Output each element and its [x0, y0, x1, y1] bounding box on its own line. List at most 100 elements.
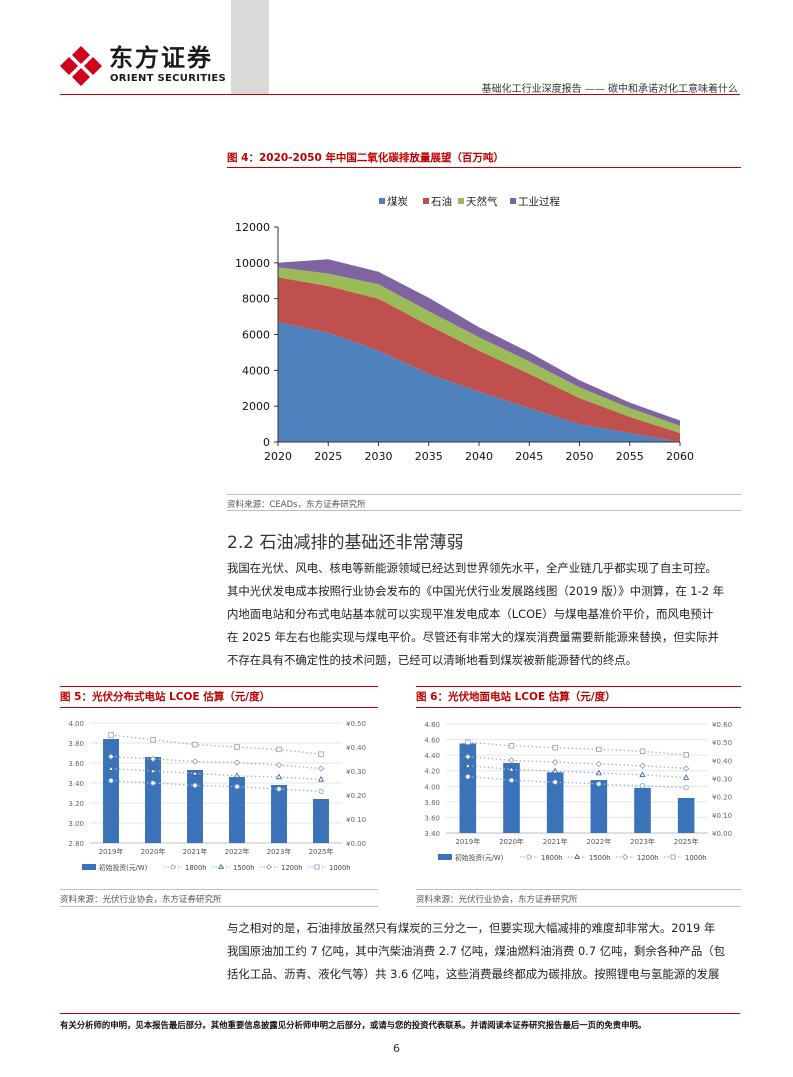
- fig5-top-rule: [60, 686, 378, 687]
- fig5-y-right-label: ¥0.30: [346, 768, 366, 776]
- fig4-legend-label: 石油: [431, 195, 452, 208]
- paragraph-1-line: 其中光伏发电成本按照行业协会发布的《中国光伏行业发展路线图（2019 版）》中测…: [227, 584, 724, 598]
- paragraph-1-line: 不存在具有不确定性的技术问题，已经可以清晰地看到煤炭被新能源替代的终点。: [227, 653, 638, 667]
- fig6-point: [465, 739, 471, 745]
- fig5-title: 图 5：光伏分布式电站 LCOE 估算（元/度）: [60, 691, 271, 703]
- fig6-line-1500h: [467, 765, 687, 779]
- fig5-y-left-label: 3.00: [68, 820, 84, 828]
- fig4-title-rule: [227, 167, 741, 168]
- fig5-point: [317, 775, 325, 782]
- fig6-point: [639, 762, 646, 769]
- fig6-line-1000h: [467, 741, 687, 756]
- fig5-x-label: 2019年: [99, 847, 124, 856]
- fig6-line-1200h: [467, 756, 687, 770]
- fig5-point: [150, 780, 156, 786]
- fig4-area-2: [278, 267, 680, 433]
- fig6-point: [595, 760, 602, 768]
- fig5-legend-label: 1000h: [329, 864, 351, 872]
- fig5-bar: [229, 777, 245, 843]
- fig6-bar: [546, 772, 564, 833]
- fig6-point: [596, 781, 602, 787]
- fig5-lcoe-chart: 2.80 3.00 3.20 3.40 3.60 3.80 4.00 ¥0.00 ¥0.10 ¥0…: [68, 720, 366, 872]
- paragraph-1: 我国在光伏、风电、核电等新能源领域已经达到世界领先水平，全产业链几乎都实现了自主…: [227, 557, 741, 672]
- fig4-area-0: [278, 322, 680, 442]
- fig5-line-1500h: [110, 767, 322, 781]
- fig4-x-tick-label: 2020: [264, 450, 292, 463]
- fig4-x-tick-label: 2060: [666, 450, 694, 463]
- fig4-x-tick-label: 2030: [365, 450, 393, 463]
- fig5-point: [275, 761, 283, 769]
- fig5-point: [191, 758, 199, 765]
- fig4-x-tick-label: 2035: [415, 450, 443, 463]
- fig5-legend-label: 初始投资(元/W): [99, 863, 148, 872]
- fig6-legend-label: 1500h: [589, 854, 611, 862]
- fig5-line-1000h: [110, 734, 322, 755]
- fig6-point: [552, 744, 558, 751]
- fig5-point: [191, 769, 199, 776]
- section-heading: 2.2 石油减排的基础还非常薄弱: [227, 533, 464, 553]
- paragraph-1-line: 在 2025 年左右也能实现与煤电平价。尽管还有非常大的煤炭消费量需要新能源来替…: [227, 630, 719, 644]
- paragraph-2-line: 括化工品、沥青、液化气等）共 3.6 亿吨，这些消费最终都成为碳排放。按照锂电与…: [227, 967, 720, 981]
- fig4-x-tick-label: 2040: [465, 450, 493, 463]
- fig5-source-rule: [60, 906, 378, 907]
- fig6-point: [683, 765, 690, 772]
- fig6-point: [683, 784, 689, 791]
- fig4-x-tick-label: 2050: [566, 450, 594, 463]
- fig6-legend-label: 1000h: [685, 854, 707, 862]
- fig6-y-left-label: 3.40: [424, 830, 440, 838]
- fig6-legend-label: 初始投资(元/W): [455, 853, 504, 862]
- fig5-point: [234, 744, 240, 750]
- fig5-x-label: 2025年: [309, 847, 334, 856]
- paragraph-1-line: 内地面电站和分布式电站基本就可以实现平准发电成本（LCOE）与煤电基准价平价，而…: [227, 607, 714, 621]
- fig4-y-tick-label: 4000: [242, 364, 270, 377]
- fig4-x-tick-label: 2045: [515, 450, 543, 463]
- fig6-point: [552, 767, 559, 774]
- fig6-title: 图 6：光伏地面电站 LCOE 估算（元/度）: [416, 691, 616, 703]
- fig5-legend-marker: [170, 864, 176, 870]
- fig6-legend-marker: [622, 854, 628, 860]
- fig4-legend-swatch: [423, 198, 429, 204]
- fig6-bar: [590, 780, 608, 833]
- fig5-point: [276, 786, 282, 792]
- fig6-y-right-label: ¥0.00: [712, 830, 732, 838]
- fig4-x-tick-label: 2055: [616, 450, 644, 463]
- fig6-point: [552, 758, 559, 766]
- fig5-point: [192, 741, 198, 748]
- fig5-bar: [313, 799, 329, 843]
- fig4-source-rule: [227, 510, 741, 511]
- fig6-point: [552, 779, 558, 785]
- brand-name-cn: 东方证券: [109, 44, 213, 72]
- footer-disclaimer: 有关分析师的申明，见本报告最后部分。其他重要信息披露见分析师申明之后部分，或请与…: [60, 1020, 647, 1030]
- fig4-y-tick-label: 2000: [242, 400, 270, 413]
- paragraph-2-line: 与之相对的是，石油排放虽然只有煤炭的三分之一，但要实现大幅减排的难度却非常大。2…: [227, 921, 716, 935]
- fig5-point: [192, 782, 198, 789]
- fig5-point: [149, 767, 157, 774]
- fig6-source-rule: [416, 906, 741, 907]
- fig5-legend-label: 1200h: [281, 864, 303, 872]
- fig6-x-label: 2021年: [543, 837, 568, 846]
- header-divider: [60, 94, 740, 95]
- fig6-title-rule: [416, 707, 741, 708]
- fig5-point: [233, 772, 241, 778]
- fig4-area-1: [278, 277, 680, 442]
- fig4-y-tick-label: 12000: [235, 221, 270, 234]
- fig5-point: [234, 784, 240, 790]
- fig5-y-left-label: 3.20: [68, 800, 84, 808]
- fig6-y-left-label: 3.60: [424, 814, 440, 822]
- fig6-point: [464, 753, 471, 760]
- fig5-x-label: 2023年: [267, 847, 292, 856]
- fig5-legend-swatch: [82, 864, 96, 870]
- fig6-x-label: 2023年: [630, 837, 655, 846]
- fig6-x-label: 2020年: [499, 837, 524, 846]
- fig6-point: [639, 771, 646, 778]
- fig5-y-left-label: 3.60: [68, 760, 84, 768]
- fig6-legend-marker: [526, 854, 532, 860]
- fig4-legend-swatch: [510, 198, 516, 204]
- fig5-point: [107, 765, 115, 771]
- paragraph-1-line: 我国在光伏、风电、核电等新能源领域已经达到世界领先水平，全产业链几乎都实现了自主…: [227, 561, 717, 575]
- fig6-point: [596, 746, 602, 753]
- fig6-y-left-label: 4.40: [424, 752, 440, 760]
- fig6-x-label: 2025年: [674, 837, 699, 846]
- paragraph-2: 与之相对的是，石油排放虽然只有煤炭的三分之一，但要实现大幅减排的难度却非常大。2…: [227, 917, 741, 986]
- fig5-y-left-label: 2.80: [68, 840, 84, 848]
